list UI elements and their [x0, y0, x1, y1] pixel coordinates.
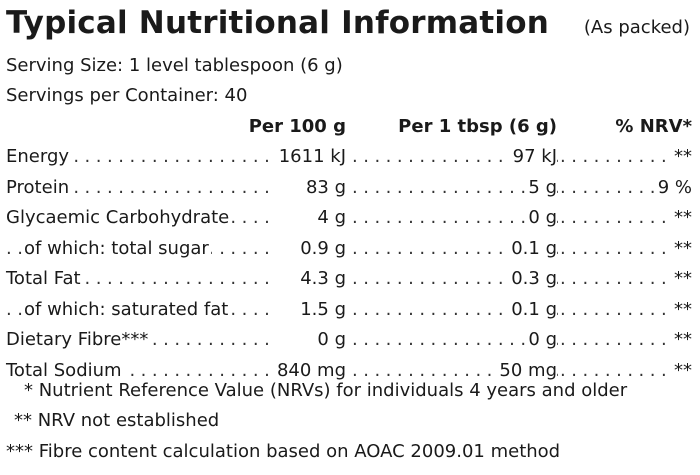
- title-row: Typical Nutritional Information (As pack…: [6, 5, 694, 49]
- footnote-not-established: ** NRV not established: [14, 410, 220, 431]
- panel-title: Typical Nutritional Information: [6, 5, 550, 41]
- nutrient-label: Energy: [6, 146, 72, 167]
- dot-leader: ........................................: [352, 207, 562, 228]
- nutrient-row: ........................................…: [0, 298, 700, 329]
- nutrient-label: Total Fat: [6, 268, 83, 289]
- value-nrv: **: [671, 329, 692, 350]
- nutrient-row: ........................................…: [0, 329, 700, 359]
- dot-leader: ........................................: [352, 176, 562, 198]
- value-per-100g: 4 g: [314, 207, 346, 228]
- value-per-100g: 1611 kJ: [275, 146, 346, 167]
- value-nrv: **: [671, 146, 692, 167]
- value-per-serving: 50 mg: [496, 359, 557, 381]
- column-header-nrv: % NRV*: [615, 116, 692, 137]
- nutrient-label: Glycaemic Carbohydrate: [6, 207, 232, 228]
- value-per-serving: 97 kJ: [509, 146, 557, 167]
- value-per-serving: 0 g: [525, 207, 557, 228]
- nutrient-label: Dietary Fibre***: [6, 329, 151, 350]
- column-header-per-serving: Per 1 tbsp (6 g): [398, 116, 557, 137]
- dot-leader: ........................................: [6, 146, 268, 167]
- nutrient-row: ........................................…: [0, 207, 700, 237]
- servings-per-container: Servings per Container: 40: [6, 85, 248, 106]
- value-per-100g: 1.5 g: [297, 298, 346, 320]
- nutrient-row: ........................................…: [0, 268, 700, 298]
- dot-leader: ........................................: [560, 329, 678, 350]
- column-header-per-100g: Per 100 g: [248, 116, 346, 137]
- dot-leader: ........................................: [560, 298, 678, 320]
- value-nrv: **: [671, 359, 692, 381]
- dot-leader: ........................................: [560, 176, 678, 198]
- value-per-100g: 840 mg: [273, 359, 346, 381]
- value-per-100g: 0 g: [314, 329, 346, 350]
- nutrient-label: Total Sodium: [6, 359, 124, 381]
- dot-leader: ........................................: [560, 207, 678, 228]
- value-nrv: **: [671, 268, 692, 289]
- value-per-serving: 0.3 g: [508, 268, 557, 289]
- value-nrv: **: [671, 298, 692, 320]
- value-per-100g: 83 g: [302, 176, 346, 198]
- value-nrv: **: [671, 237, 692, 259]
- value-per-serving: 0 g: [525, 329, 557, 350]
- dot-leader: ........................................: [352, 146, 562, 167]
- value-per-100g: 4.3 g: [297, 268, 346, 289]
- value-per-serving: 0.1 g: [508, 298, 557, 320]
- dot-leader: ........................................: [560, 359, 678, 381]
- dot-leader: ........................................: [560, 237, 678, 259]
- value-nrv: **: [671, 207, 692, 228]
- nutrient-row: ........................................…: [0, 176, 700, 207]
- nutrient-label: of which: total sugar: [24, 237, 211, 259]
- nutrient-label: Protein: [6, 176, 72, 198]
- dot-leader: ........................................: [352, 329, 562, 350]
- dot-leader: ........................................: [560, 268, 678, 289]
- value-per-serving: 0.1 g: [508, 237, 557, 259]
- value-per-100g: 0.9 g: [297, 237, 346, 259]
- serving-size: Serving Size: 1 level tablespoon (6 g): [6, 55, 343, 76]
- footnote-fibre: *** Fibre content calculation based on A…: [6, 441, 561, 462]
- nutrient-label: of which: saturated fat: [24, 298, 231, 320]
- value-per-serving: 5 g: [525, 176, 557, 198]
- dot-leader: ........................................: [6, 176, 268, 198]
- dot-leader: ........................................: [560, 146, 678, 167]
- nutrient-row: ........................................…: [0, 146, 700, 176]
- footnote-nrv: * Nutrient Reference Value (NRVs) for in…: [24, 380, 628, 401]
- value-nrv: 9 %: [654, 176, 692, 198]
- nutrient-row: ........................................…: [0, 359, 700, 390]
- as-packed-qualifier: (As packed): [583, 17, 690, 38]
- nutrient-row: ........................................…: [0, 237, 700, 268]
